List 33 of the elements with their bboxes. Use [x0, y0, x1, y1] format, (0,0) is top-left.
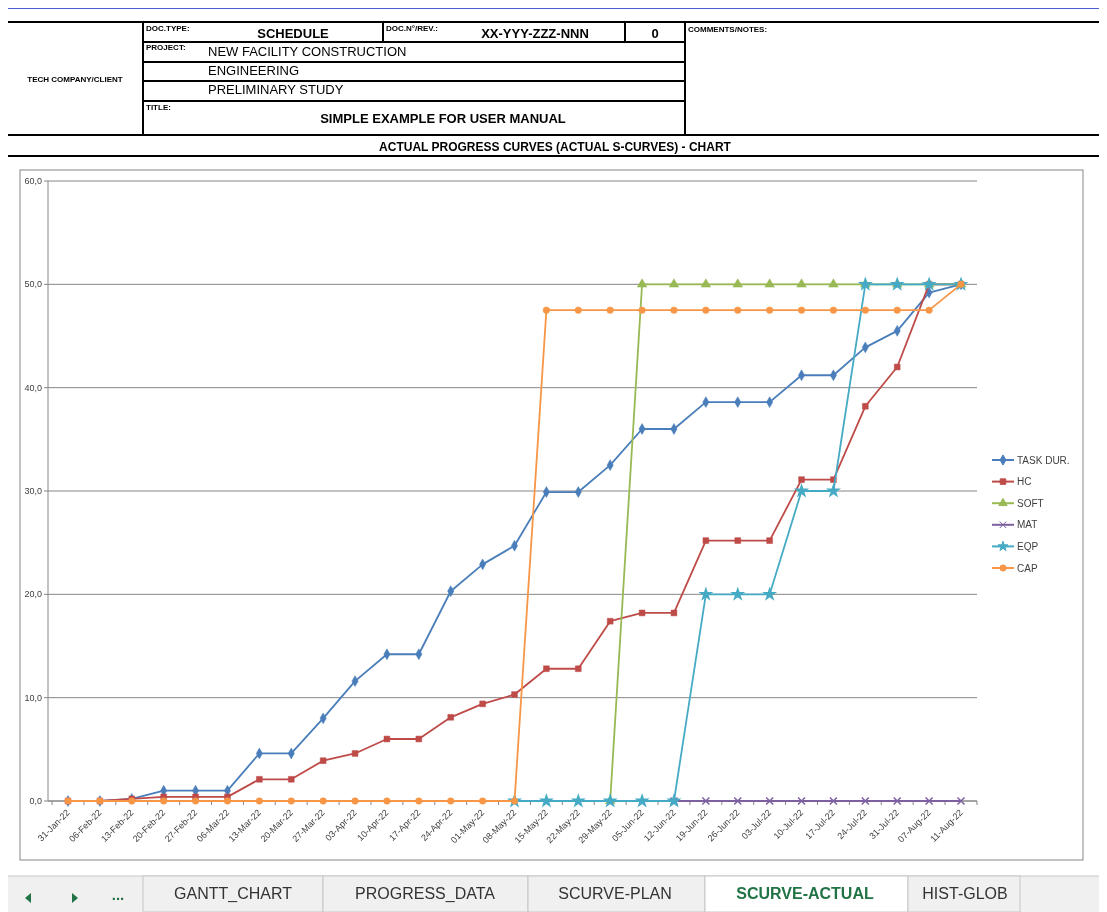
- y-tick-label: 0,0: [29, 796, 42, 807]
- text: DOC.TYPE:: [146, 24, 190, 33]
- text: ENGINEERING: [208, 63, 300, 78]
- text: SCHEDULE: [257, 26, 330, 41]
- y-tick-label: 60,0: [24, 176, 42, 187]
- text: SCURVE-PLAN: [558, 885, 672, 902]
- legend-label: CAP: [1017, 562, 1038, 574]
- text: SCURVE-ACTUAL: [736, 885, 874, 902]
- y-tick-label: 40,0: [24, 382, 42, 393]
- chart-title: ACTUAL PROGRESS CURVES (ACTUAL S-CURVES) - CHART: [379, 140, 732, 154]
- text: TITLE:: [146, 103, 171, 112]
- text: 0: [651, 26, 659, 41]
- y-tick-label: 20,0: [24, 589, 42, 600]
- text: PRELIMINARY STUDY: [208, 82, 344, 97]
- y-tick-label: 10,0: [24, 692, 42, 703]
- text: PROGRESS_DATA: [355, 885, 496, 903]
- legend-label: EQP: [1017, 540, 1039, 552]
- legend-label: MAT: [1017, 519, 1038, 531]
- text: TECH COMPANY/CLIENT: [27, 75, 123, 84]
- y-tick-label: 50,0: [24, 279, 42, 290]
- text: GANTT_CHART: [174, 885, 293, 903]
- legend-label: TASK DUR.: [1017, 454, 1070, 466]
- legend-label: HC: [1017, 476, 1032, 488]
- text: DOC.N°/REV.:: [386, 24, 438, 33]
- text: PROJECT:: [146, 43, 186, 52]
- text: HIST-GLOB: [922, 885, 1008, 902]
- text: SIMPLE EXAMPLE FOR USER MANUAL: [320, 111, 566, 126]
- text: ...: [111, 886, 125, 903]
- legend-label: SOFT: [1017, 497, 1044, 509]
- text: XX-YYY-ZZZ-NNN: [481, 26, 589, 41]
- y-tick-label: 30,0: [24, 486, 42, 497]
- text: COMMENTS/NOTES:: [688, 25, 768, 34]
- text: NEW FACILITY CONSTRUCTION: [208, 44, 407, 59]
